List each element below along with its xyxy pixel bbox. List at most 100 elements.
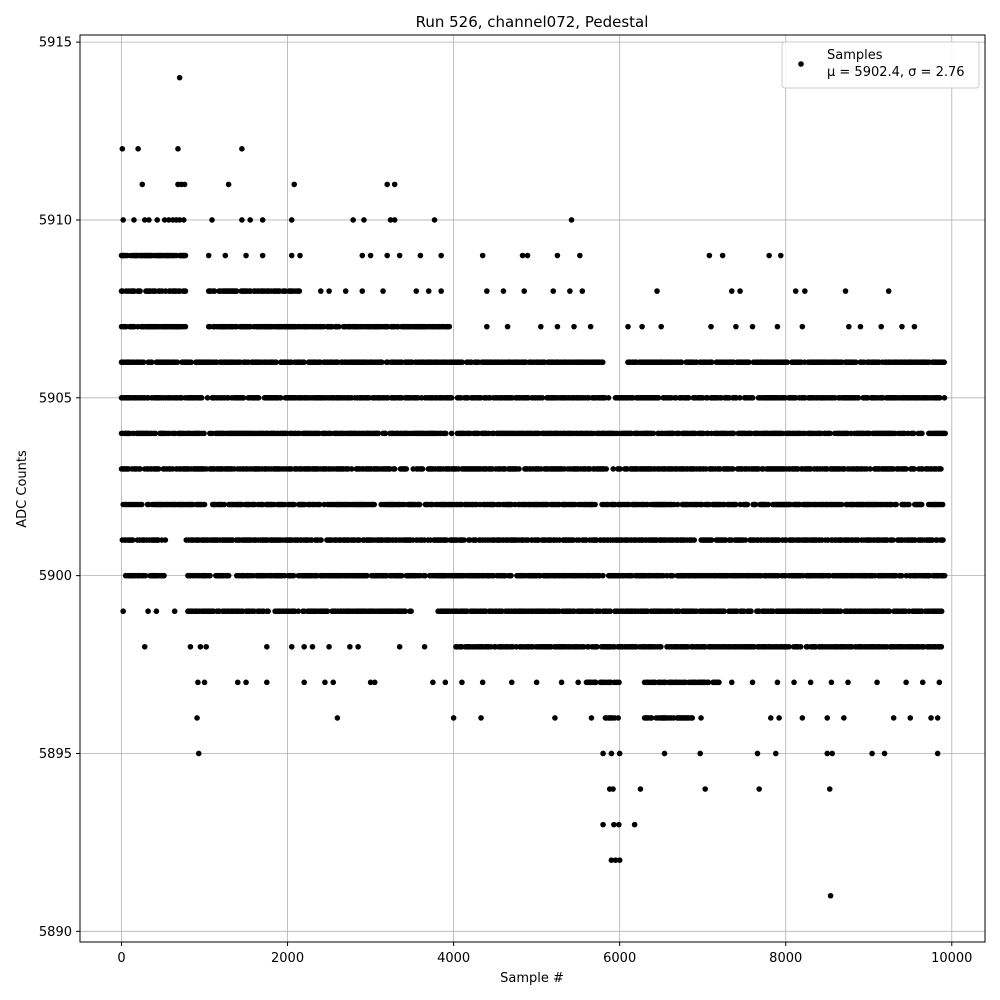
data-point [301, 643, 307, 650]
data-point [756, 786, 762, 792]
data-point [446, 323, 453, 330]
data-point [146, 217, 152, 223]
data-point [737, 395, 743, 401]
data-point [209, 217, 215, 223]
data-point [119, 146, 126, 152]
data-point [384, 181, 391, 188]
data-point [171, 608, 178, 615]
data-point [203, 643, 210, 650]
data-point [322, 679, 328, 686]
data-point [239, 146, 245, 152]
data-point [792, 288, 799, 294]
data-point [767, 715, 774, 721]
data-point [243, 252, 249, 259]
data-point [148, 359, 155, 366]
data-point [290, 572, 297, 579]
data-point [277, 395, 284, 401]
data-point [479, 679, 486, 686]
data-point [391, 181, 398, 188]
data-point [937, 395, 943, 401]
data-point [842, 288, 849, 294]
legend-marker [798, 61, 804, 67]
data-point [552, 715, 558, 721]
data-point [827, 430, 833, 437]
data-point [539, 395, 546, 401]
data-point [195, 750, 202, 757]
data-point [484, 288, 490, 294]
data-point [603, 466, 610, 472]
data-point [772, 750, 779, 757]
data-point [207, 572, 213, 579]
y-tick-label: 5905 [39, 391, 72, 406]
legend: Samples μ = 5902.4, σ = 2.76 [781, 41, 980, 89]
data-point [259, 252, 266, 259]
data-point [301, 679, 307, 686]
data-point [766, 252, 772, 259]
data-point [364, 572, 370, 579]
data-point [567, 288, 573, 294]
data-point [201, 430, 207, 437]
data-point [225, 572, 232, 579]
data-point [533, 679, 540, 686]
grid-lines [80, 35, 985, 942]
data-point [247, 217, 254, 223]
data-point [240, 395, 247, 401]
data-point [297, 252, 303, 259]
data-point [175, 146, 181, 152]
data-point [350, 217, 356, 223]
y-tick-label: 5900 [39, 569, 72, 584]
data-point [625, 323, 631, 330]
data-point [417, 252, 424, 259]
plot-area-frame [79, 34, 986, 943]
data-point [174, 359, 181, 366]
data-point [120, 217, 126, 223]
data-point [610, 786, 616, 792]
data-point [890, 537, 896, 543]
data-point [708, 323, 714, 330]
y-tick-label: 5910 [39, 213, 72, 228]
data-point [519, 252, 526, 259]
data-point [396, 643, 403, 650]
data-point [631, 821, 638, 828]
data-point [504, 323, 511, 330]
data-point [131, 217, 137, 223]
data-point [903, 466, 909, 472]
data-point [824, 715, 831, 721]
data-point [577, 252, 583, 259]
data-point [838, 501, 845, 508]
data-point [264, 643, 270, 650]
legend-stats: μ = 5902.4, σ = 2.76 [827, 65, 965, 80]
data-point [938, 643, 945, 650]
data-point [288, 643, 295, 650]
data-point [155, 466, 162, 472]
data-point [154, 217, 161, 223]
data-point [941, 359, 947, 366]
data-point [728, 288, 735, 294]
data-point [508, 679, 515, 686]
data-point [939, 501, 946, 508]
data-point [448, 430, 455, 437]
data-point [330, 679, 337, 686]
data-point [516, 466, 522, 472]
data-point [669, 572, 676, 579]
data-point [222, 252, 229, 259]
data-point [588, 715, 595, 721]
data-point [776, 715, 782, 721]
data-point [403, 466, 410, 472]
data-point [685, 395, 692, 401]
legend-series-name: Samples [827, 48, 883, 63]
data-point [802, 288, 808, 294]
data-point [396, 252, 403, 259]
data-point [361, 217, 367, 223]
data-point [438, 288, 444, 294]
data-point [878, 323, 885, 330]
data-point [326, 643, 332, 650]
data-point [295, 608, 302, 615]
data-point [413, 288, 420, 294]
data-point [326, 288, 332, 294]
data-point [828, 679, 835, 686]
chart-title: Run 526, channel072, Pedestal [416, 13, 649, 31]
data-point [919, 430, 925, 437]
data-point [317, 288, 324, 294]
data-point [749, 679, 756, 686]
